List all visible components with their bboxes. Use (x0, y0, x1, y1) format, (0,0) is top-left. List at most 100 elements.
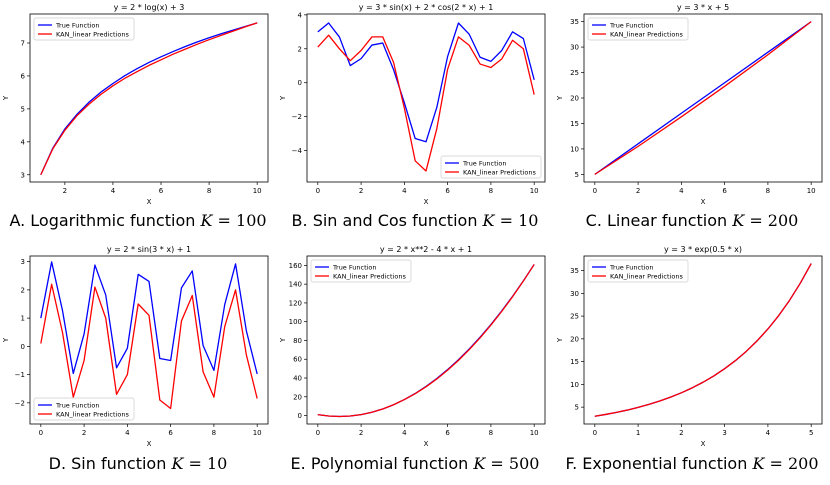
y-tick-label: 15 (570, 358, 579, 366)
x-tick-label: 6 (445, 429, 450, 437)
chart-title: y = 2 * log(x) + 3 (114, 3, 185, 12)
plot-frame (306, 13, 546, 183)
y-tick-label: 5 (21, 105, 25, 113)
plot-frame (583, 13, 823, 183)
y-tick-label: 15 (570, 120, 579, 128)
plot-frame (29, 255, 269, 425)
y-tick-label: 3 (21, 258, 25, 266)
caption-f-text: F. Exponential function (565, 454, 748, 473)
caption-a: A. Logarithmic function K = 100 (0, 211, 276, 230)
x-axis-label: X (701, 198, 706, 206)
x-tick-label: 6 (722, 187, 727, 195)
caption-b: B. Sin and Cos function K = 10 (277, 211, 553, 230)
legend-label: KAN_linear Predictions (463, 169, 536, 177)
y-axis-label: Y (556, 337, 564, 343)
legend-label: KAN_linear Predictions (610, 31, 683, 39)
y-axis-label: Y (279, 95, 287, 101)
y-tick-label: 40 (293, 375, 302, 383)
x-tick-label: 1 (636, 429, 640, 437)
caption-a-eq: = 100 (217, 211, 267, 230)
caption-c-k: K (732, 211, 745, 230)
legend-label: True Function (609, 22, 654, 30)
y-tick-label: 120 (289, 299, 302, 307)
legend-label: True Function (462, 160, 507, 168)
y-tick-label: 20 (570, 335, 579, 343)
y-tick-label: 1 (21, 315, 25, 323)
y-tick-label: 20 (570, 95, 579, 103)
series-line-true-function (40, 261, 258, 375)
x-tick-label: 0 (316, 429, 320, 437)
chart-panel-b: y = 3 * sin(x) + 2 * cos(2 * x) + 1 0 2 4 6 8… (277, 0, 553, 242)
x-tick-label: 4 (125, 429, 130, 437)
series-line-kan-predictions (40, 283, 258, 410)
series-line-true-function (317, 264, 535, 418)
x-tick-label: 4 (766, 429, 771, 437)
y-tick-label: 0 (298, 79, 302, 87)
caption-e-eq: = 500 (490, 454, 540, 473)
x-tick-label: 0 (316, 187, 320, 195)
x-tick-label: 10 (253, 429, 262, 437)
series-line-true-function (40, 22, 258, 176)
series-line-kan-predictions (594, 263, 812, 417)
chart-panel-f: y = 3 * exp(0.5 * x) 0 1 2 3 4 5 5 10 15 20 25 30 35 X… (554, 242, 830, 484)
y-axis-label: Y (2, 337, 10, 343)
y-axis-label: Y (2, 95, 10, 101)
y-tick-label: −2 (292, 113, 302, 121)
caption-d: D. Sin function K = 10 (0, 454, 276, 473)
y-tick-label: 2 (298, 45, 302, 53)
y-tick-label: 25 (570, 313, 579, 321)
x-axis-label: X (424, 440, 429, 448)
series-line-true-function (594, 21, 812, 175)
legend-label: True Function (332, 264, 377, 272)
y-tick-label: 25 (570, 69, 579, 77)
y-tick-label: 5 (575, 404, 579, 412)
x-tick-label: 10 (530, 187, 539, 195)
caption-d-k: K (171, 454, 184, 473)
y-tick-label: 80 (293, 337, 302, 345)
series-line-true-function (594, 263, 812, 417)
x-tick-label: 2 (679, 429, 683, 437)
y-tick-label: 4 (21, 138, 26, 146)
legend-label: KAN_linear Predictions (56, 411, 129, 419)
x-tick-label: 5 (809, 429, 813, 437)
x-tick-label: 4 (402, 187, 407, 195)
series-line-kan-predictions (317, 264, 535, 418)
x-tick-label: 6 (445, 187, 450, 195)
caption-a-text: A. Logarithmic function (9, 211, 196, 230)
x-tick-label: 6 (168, 429, 173, 437)
y-tick-label: 6 (21, 72, 26, 80)
x-tick-label: 2 (82, 429, 86, 437)
x-tick-label: 3 (722, 429, 726, 437)
series-line-true-function (317, 22, 535, 143)
caption-b-k: K (482, 211, 495, 230)
y-tick-label: 140 (289, 281, 302, 289)
legend-box (310, 259, 412, 283)
chart-a: y = 2 * log(x) + 3 2 4 6 8 10 3 4 5 6 7 X Y True Func… (2, 3, 269, 206)
legend-box (33, 397, 135, 421)
x-tick-label: 4 (402, 429, 407, 437)
x-tick-label: 2 (359, 187, 363, 195)
y-tick-label: 2 (21, 286, 25, 294)
y-tick-label: −2 (15, 399, 25, 407)
x-tick-label: 4 (679, 187, 684, 195)
series-line-kan-predictions (40, 22, 258, 176)
x-tick-label: 10 (530, 429, 539, 437)
x-axis-label: X (701, 440, 706, 448)
y-tick-label: 7 (21, 39, 25, 47)
chart-title: y = 3 * exp(0.5 * x) (664, 245, 742, 254)
chart-title: y = 3 * x + 5 (677, 3, 729, 12)
chart-c: y = 3 * x + 5 0 2 4 6 8 10 5 10 15 20 25 30 35 X Y True … (556, 3, 823, 206)
caption-b-text: B. Sin and Cos function (291, 211, 478, 230)
legend-label: True Function (609, 264, 654, 272)
y-tick-label: 4 (298, 11, 303, 19)
y-tick-label: 0 (298, 412, 302, 420)
y-tick-label: 35 (570, 18, 579, 26)
series-line-kan-predictions (317, 34, 535, 172)
y-tick-label: 5 (575, 171, 579, 179)
legend-label: KAN_linear Predictions (610, 273, 683, 281)
chart-panel-d: y = 2 * sin(3 * x) + 1 0 2 4 6 8 10 −2 −1 0 1 2 3 X Y T… (0, 242, 276, 484)
y-tick-label: −1 (15, 371, 25, 379)
